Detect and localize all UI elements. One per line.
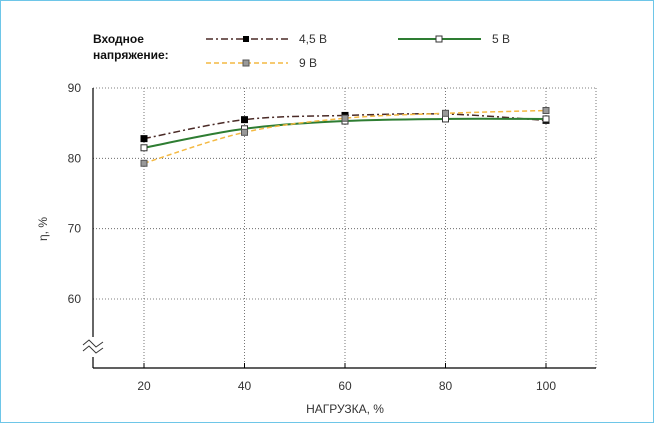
series-9v-point	[442, 109, 449, 117]
y-tick-label: 80	[68, 151, 82, 165]
legend-title-line1: Входное	[93, 32, 144, 46]
series-9v-point	[241, 128, 248, 136]
grid	[93, 87, 597, 368]
legend-label-5v: 5 В	[492, 32, 510, 46]
legend-marker-4-5v	[243, 36, 249, 42]
x-axis-label: НАГРУЗКА, %	[306, 402, 384, 416]
legend-marker-9v	[242, 59, 250, 67]
x-tick-label: 60	[338, 379, 352, 393]
x-tick-label: 80	[439, 379, 453, 393]
x-tick-label: 20	[137, 379, 151, 393]
series-9v-point	[542, 107, 550, 115]
y-tick-label: 90	[68, 81, 82, 95]
x-tick-label: 40	[238, 379, 252, 393]
series-9v-point	[341, 114, 349, 122]
series-9v-point	[140, 159, 148, 167]
series-4-5v-point	[140, 135, 148, 143]
series-4-5v-point	[241, 116, 248, 124]
y-tick-label: 70	[68, 222, 82, 236]
legend-label-4-5v: 4,5 В	[299, 32, 327, 46]
y-axis-label: η, %	[36, 217, 50, 241]
axis-break-symbol	[82, 339, 104, 354]
legend-label-9v: 9 В	[299, 56, 317, 70]
legend: Входное напряжение: 4,5 В 5 В 9 В	[93, 32, 510, 70]
legend-title-line2: напряжение:	[93, 48, 169, 62]
series-group	[140, 107, 550, 167]
tick-labels: 60 70 80 90 20 40 60 80 100	[68, 81, 557, 393]
series-5v-point	[542, 115, 550, 123]
axes	[92, 88, 596, 369]
legend-marker-5v	[435, 35, 443, 43]
y-tick-label: 60	[68, 292, 82, 306]
series-5v-point	[442, 115, 449, 123]
series-5v-point	[140, 144, 148, 152]
x-tick-label: 100	[536, 379, 556, 393]
